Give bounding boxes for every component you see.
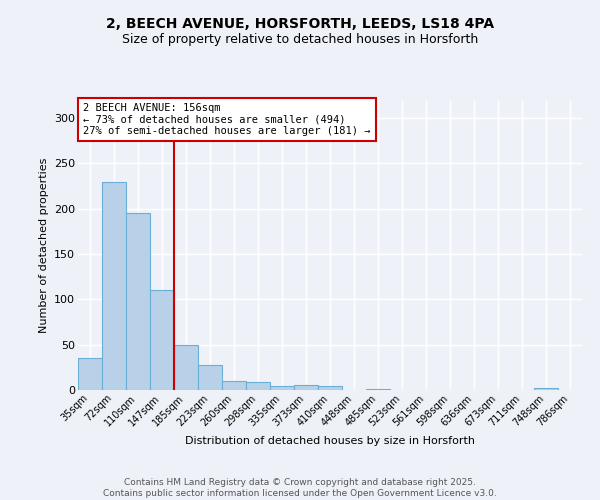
Bar <box>270 386 294 390</box>
Text: Size of property relative to detached houses in Horsforth: Size of property relative to detached ho… <box>122 32 478 46</box>
Bar <box>318 386 342 390</box>
Bar <box>222 381 246 390</box>
Bar <box>126 214 150 390</box>
Text: Contains HM Land Registry data © Crown copyright and database right 2025.
Contai: Contains HM Land Registry data © Crown c… <box>103 478 497 498</box>
Bar <box>150 290 174 390</box>
Bar <box>198 364 222 390</box>
Text: 2, BEECH AVENUE, HORSFORTH, LEEDS, LS18 4PA: 2, BEECH AVENUE, HORSFORTH, LEEDS, LS18 … <box>106 18 494 32</box>
Bar <box>246 382 270 390</box>
Bar <box>174 344 198 390</box>
Bar <box>78 358 102 390</box>
Y-axis label: Number of detached properties: Number of detached properties <box>38 158 49 332</box>
X-axis label: Distribution of detached houses by size in Horsforth: Distribution of detached houses by size … <box>185 436 475 446</box>
Bar <box>366 389 390 390</box>
Text: 2 BEECH AVENUE: 156sqm
← 73% of detached houses are smaller (494)
27% of semi-de: 2 BEECH AVENUE: 156sqm ← 73% of detached… <box>83 103 371 136</box>
Bar <box>294 386 318 390</box>
Bar <box>534 388 558 390</box>
Bar <box>102 182 126 390</box>
